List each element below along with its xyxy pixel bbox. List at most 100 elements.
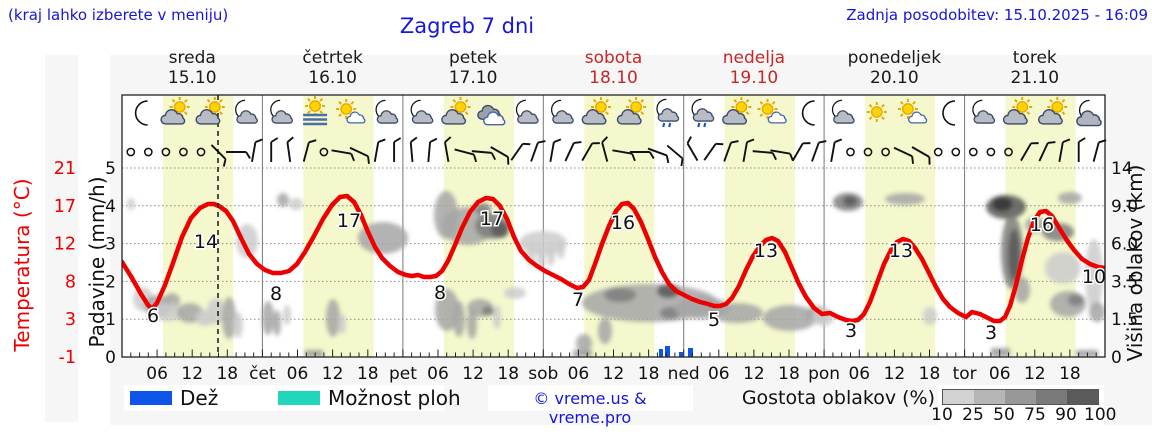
- precip-tick-label: 5: [105, 159, 116, 179]
- temperature-tick-label: 21: [54, 159, 76, 179]
- hour-label: 06: [427, 364, 449, 384]
- day-name: ponedeljek: [847, 48, 942, 68]
- cloud-height-tick-label: 14: [1111, 159, 1133, 179]
- hour-label: 06: [146, 364, 168, 384]
- day-name: četrtek: [302, 48, 363, 68]
- hour-label: 18: [357, 364, 379, 384]
- hour-label: 12: [181, 364, 203, 384]
- hour-label: 12: [462, 364, 484, 384]
- temperature-extreme-label: 16: [1030, 214, 1054, 236]
- density-segment: [1067, 390, 1098, 404]
- density-tick-label: 90: [1055, 405, 1077, 425]
- density-segment: [943, 390, 974, 404]
- temperature-curve: [122, 193, 1105, 324]
- day-date: 15.10: [167, 68, 217, 88]
- wind-calm-icon: [196, 147, 206, 157]
- temperature-extreme-label: 6: [147, 305, 159, 327]
- cloud-density-colorbar: [942, 389, 1099, 405]
- day-name: sreda: [168, 48, 216, 68]
- density-tick-label: 10: [931, 405, 953, 425]
- temperature-extreme-label: 3: [985, 322, 997, 344]
- day-date: 16.10: [308, 68, 357, 88]
- copyright-text: © vreme.us & vreme.pro: [533, 389, 647, 427]
- day-abbr-label: sob: [528, 364, 558, 384]
- hour-label: 12: [1024, 364, 1046, 384]
- day-name: sobota: [584, 48, 643, 68]
- rain-bar: [665, 346, 670, 357]
- sun-icon: [867, 102, 887, 122]
- cloud-height-tick-label: 6.0: [1111, 235, 1138, 255]
- temperature-tick-label: 17: [54, 197, 76, 217]
- cloud-density-legend-label: Gostota oblakov (%): [741, 387, 935, 409]
- wind-calm-icon: [319, 147, 329, 157]
- day-abbr-label: tor: [953, 364, 977, 384]
- temperature-extreme-label: 8: [434, 282, 446, 304]
- cloud-height-tick-label: 9.0: [1111, 197, 1138, 217]
- temperature-tick-label: 8: [65, 272, 76, 292]
- precip-tick-label: 2: [105, 272, 116, 292]
- precip-tick-label: 0: [105, 348, 116, 368]
- showers-legend-label: Možnost ploh: [328, 386, 461, 410]
- hour-label: 12: [603, 364, 625, 384]
- temperature-extreme-label: 8: [270, 283, 282, 305]
- hour-label: 06: [287, 364, 309, 384]
- wind-calm-icon: [143, 147, 153, 157]
- precip-tick-label: 1: [105, 310, 116, 330]
- wind-calm-icon: [161, 147, 171, 157]
- hour-label: 06: [708, 364, 730, 384]
- hour-label: 18: [1059, 364, 1081, 384]
- day-date: 17.10: [448, 68, 498, 88]
- temperature-extreme-label: 14: [194, 231, 218, 253]
- density-segment: [1005, 390, 1036, 404]
- day-header: torek 21.10: [965, 48, 1105, 88]
- day-date: 20.10: [870, 68, 919, 88]
- day-header: petek 17.10: [403, 48, 543, 88]
- wind-calm-icon: [846, 147, 855, 157]
- day-name: torek: [1012, 48, 1057, 68]
- precip-tick-label: 4: [105, 197, 116, 217]
- rain-legend-label: Dež: [180, 386, 219, 410]
- hour-label: 18: [638, 364, 660, 384]
- legend-box-copyright: [488, 385, 693, 411]
- wind-calm-icon: [968, 147, 978, 157]
- rain-bar: [659, 349, 663, 357]
- hour-label: 18: [919, 364, 941, 384]
- day-abbr-label: čet: [249, 364, 276, 384]
- hour-label: 12: [743, 364, 765, 384]
- temperature-extreme-label: 17: [480, 208, 504, 230]
- temperature-tick-label: 12: [54, 235, 76, 255]
- temperature-extreme-label: 7: [572, 289, 584, 311]
- showers-legend-swatch: [278, 391, 320, 405]
- page-title: Zagreb 7 dni: [399, 14, 535, 38]
- hour-label: 18: [778, 364, 800, 384]
- density-segment: [1036, 390, 1067, 404]
- wind-calm-icon: [179, 147, 188, 157]
- day-header: sreda 15.10: [122, 48, 262, 88]
- wind-calm-icon: [986, 147, 996, 157]
- day-date: 18.10: [589, 68, 638, 88]
- cloud-height-tick-label: 0: [1111, 348, 1122, 368]
- hour-label: 18: [497, 364, 519, 384]
- hour-label: 06: [989, 364, 1011, 384]
- hour-label: 12: [322, 364, 344, 384]
- cloud-height-tick-label: 3.5: [1111, 272, 1138, 292]
- day-abbr-label: ned: [668, 364, 700, 384]
- day-date: 21.10: [1010, 68, 1060, 88]
- wind-calm-icon: [863, 147, 873, 157]
- temperature-extreme-label: 10: [1082, 266, 1106, 288]
- wind-calm-icon: [1004, 147, 1013, 157]
- menu-hint-text: (kraj lahko izberete v meniju): [8, 6, 229, 24]
- day-header: sobota 18.10: [543, 48, 683, 88]
- day-name: petek: [448, 48, 498, 68]
- density-tick-label: 100: [1084, 405, 1117, 425]
- hour-label: 06: [848, 364, 870, 384]
- wind-calm-icon: [933, 147, 943, 157]
- temperature-extreme-label: 16: [611, 212, 635, 234]
- cloud-height-tick-label: 1.5: [1111, 310, 1138, 330]
- rain-bar: [688, 348, 693, 357]
- rain-bar: [679, 352, 683, 357]
- day-date: 19.10: [729, 68, 779, 88]
- density-tick-label: 50: [993, 405, 1015, 425]
